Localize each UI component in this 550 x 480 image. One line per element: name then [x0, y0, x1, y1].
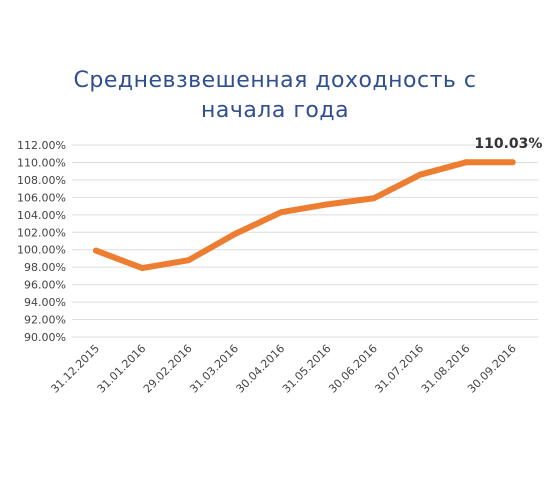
x-tick-label: 31.03.2016	[187, 342, 241, 396]
y-tick-label: 110.00%	[17, 156, 66, 169]
data-labels: 110.03%	[474, 136, 542, 152]
x-tick-label: 31.01.2016	[95, 342, 149, 396]
data-point	[93, 247, 99, 254]
y-tick-label: 104.00%	[17, 209, 66, 222]
data-label: 110.03%	[474, 136, 542, 152]
y-tick-label: 112.00%	[17, 139, 66, 152]
data-point	[139, 265, 146, 272]
x-tick-label: 31.08.2016	[419, 342, 473, 396]
x-tick-label: 31.05.2016	[280, 342, 334, 396]
y-tick-label: 98.00%	[24, 261, 66, 274]
y-tick-label: 100.00%	[17, 244, 66, 257]
x-tick-label: 31.07.2016	[372, 342, 426, 396]
y-tick-label: 94.00%	[24, 296, 66, 309]
y-tick-label: 102.00%	[17, 226, 66, 239]
x-tick-label: 30.06.2016	[326, 342, 380, 396]
y-tick-label: 92.00%	[24, 314, 66, 327]
grid-lines	[72, 144, 538, 338]
series-polyline	[93, 159, 516, 272]
y-tick-label: 90.00%	[24, 331, 66, 344]
data-point	[417, 171, 424, 178]
x-tick-label: 30.09.2016	[465, 342, 519, 396]
data-point	[509, 159, 516, 166]
chart-title-line-2: начала года	[200, 98, 350, 123]
data-point	[278, 209, 285, 216]
chart-title-line-1: Средневзвешенная доходность с	[73, 68, 477, 93]
data-point	[324, 201, 331, 208]
y-tick-label: 96.00%	[24, 279, 66, 292]
chart-title: Средневзвешенная доходность с начала год…	[0, 66, 550, 126]
y-tick-label: 108.00%	[17, 174, 66, 187]
data-point	[231, 231, 238, 238]
y-tick-label: 106.00%	[17, 191, 66, 204]
x-tick-label: 29.02.2016	[141, 342, 195, 396]
x-axis-ticks: 31.12.201531.01.201629.02.201631.03.2016…	[48, 342, 518, 396]
data-point	[370, 195, 377, 202]
data-point	[185, 257, 192, 264]
series-line	[93, 159, 516, 272]
data-point	[463, 159, 470, 166]
y-axis-ticks: 90.00% 92.00% 94.00% 96.00% 98.00% 100.00% 102…	[17, 139, 66, 344]
x-tick-label: 31.12.2015	[48, 342, 102, 396]
x-tick-label: 30.04.2016	[234, 342, 288, 396]
